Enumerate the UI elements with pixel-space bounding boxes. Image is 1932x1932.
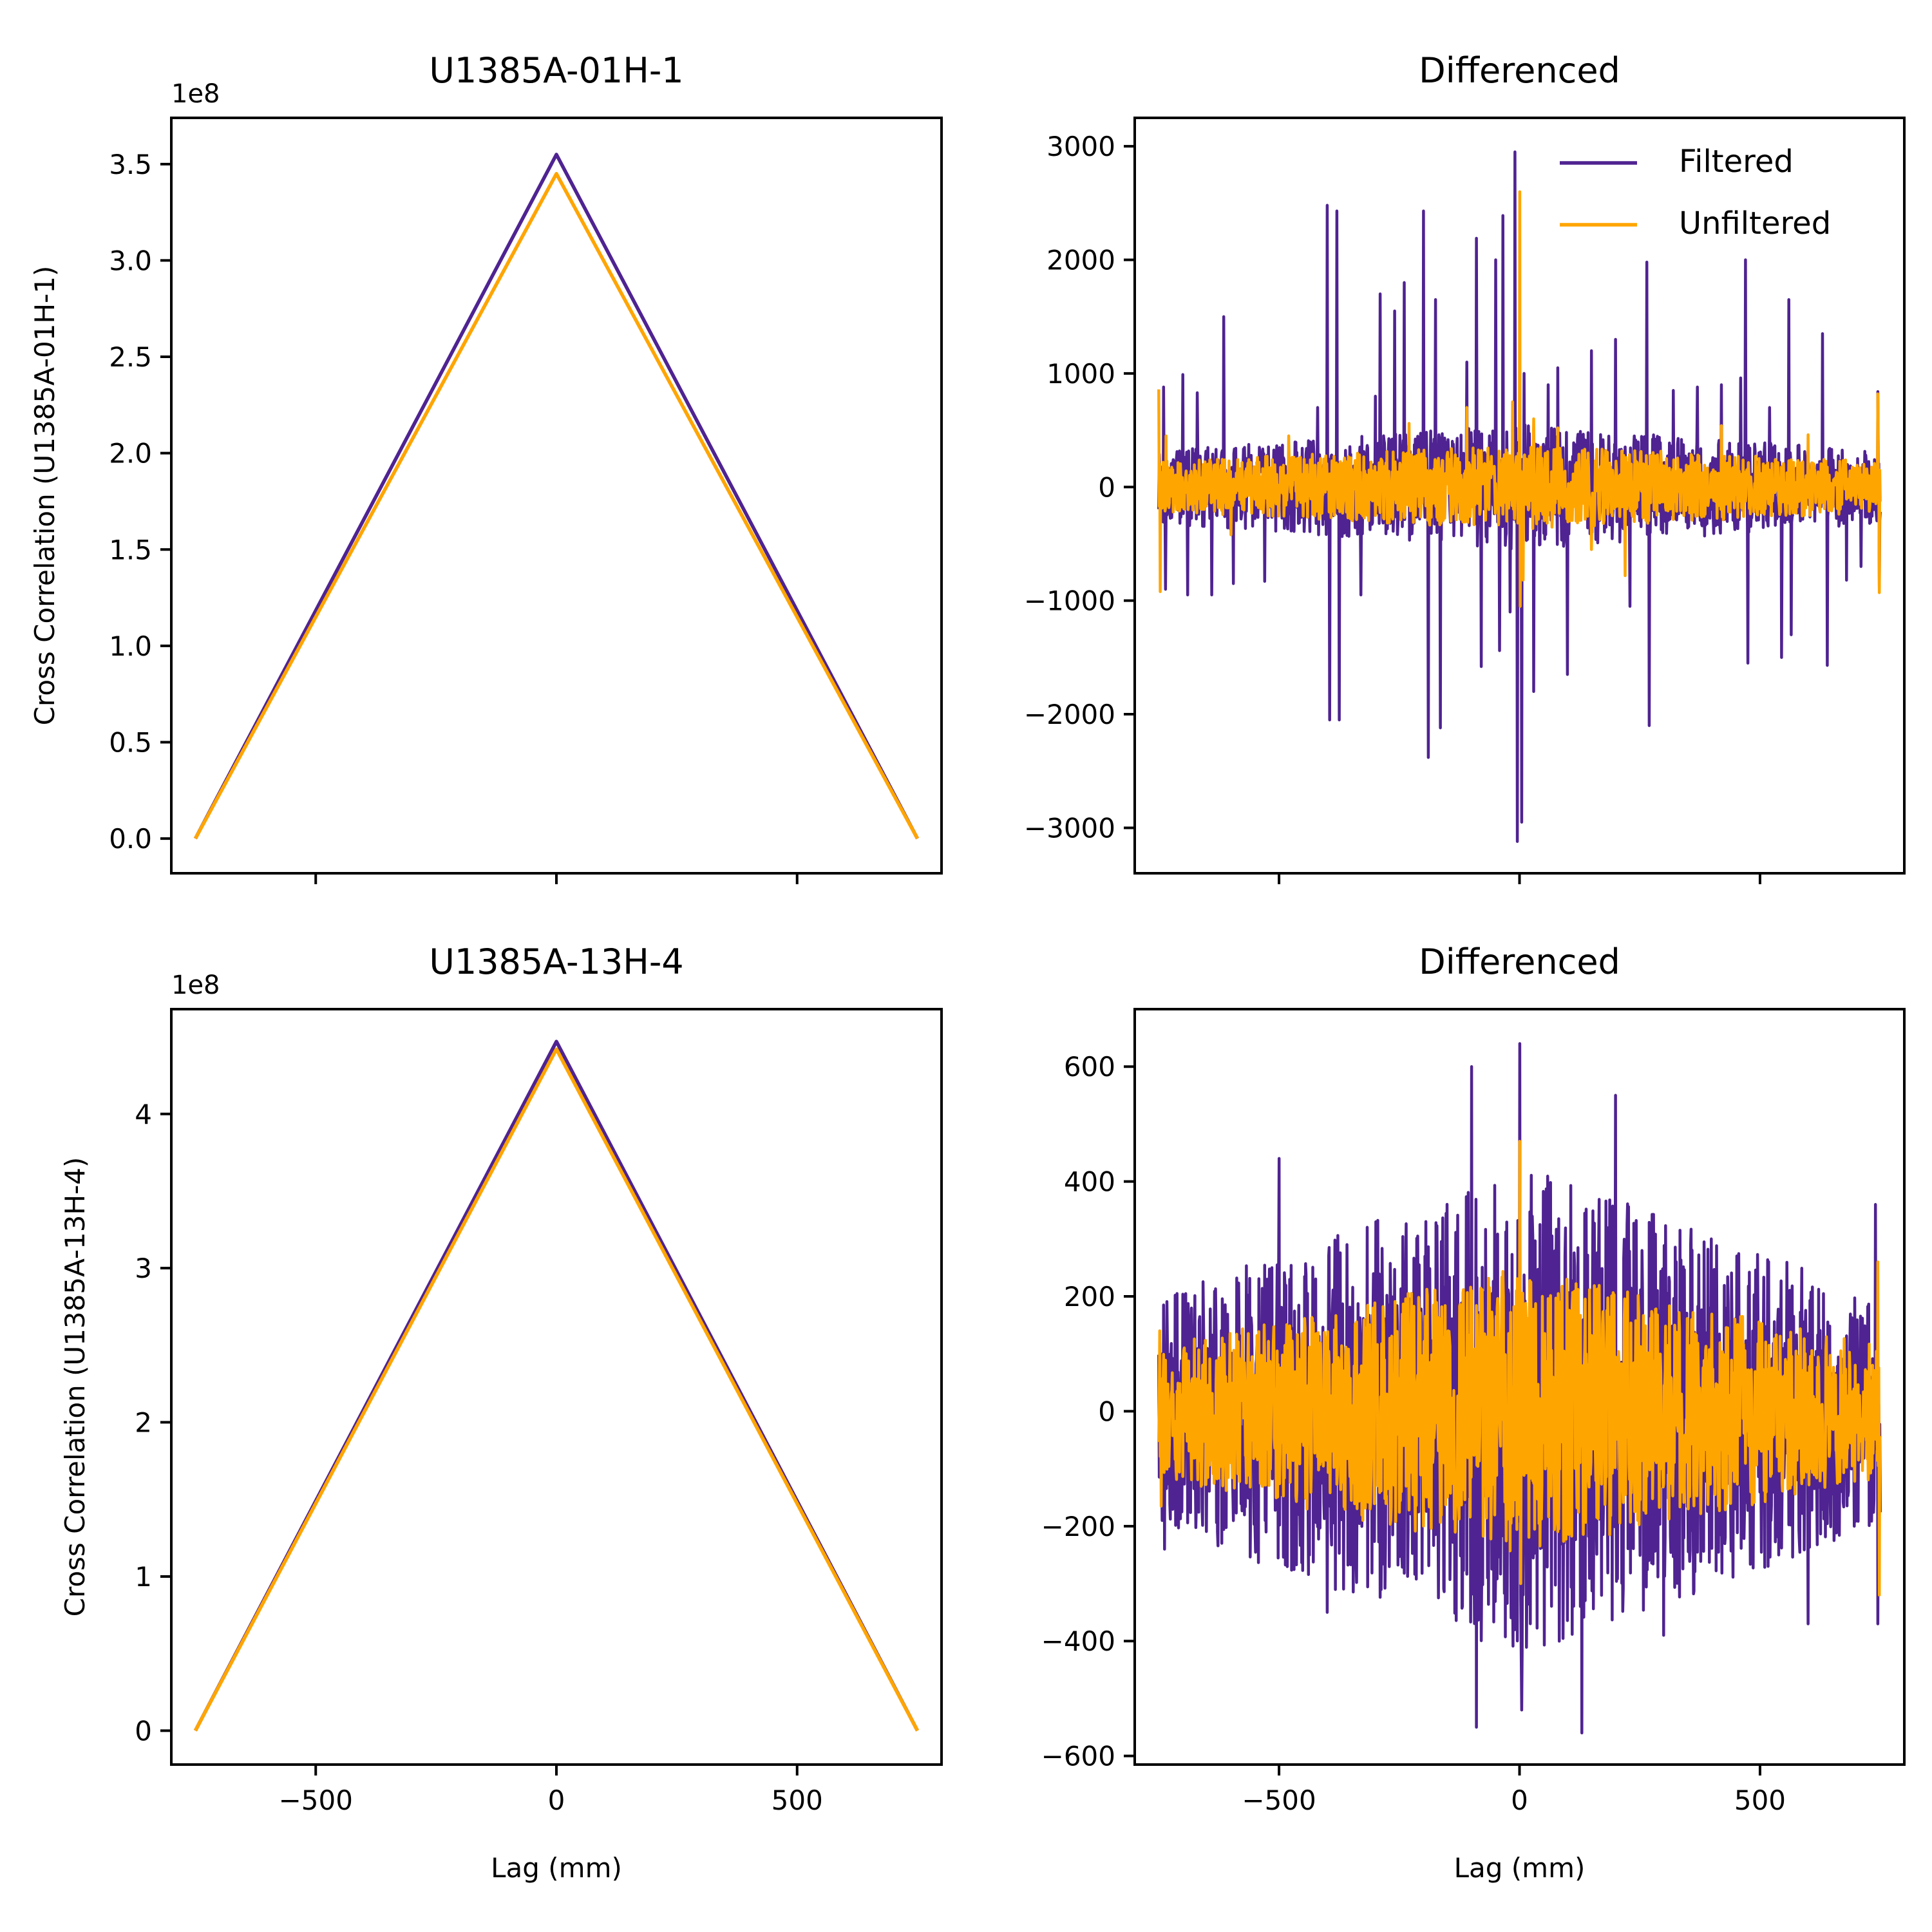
x-axis-title: Lag (mm) — [491, 1852, 622, 1884]
panel-d2: −600 −400 −200 0 200 400 600 −500 0 500 Difference… — [1041, 942, 1906, 1884]
series-line-unfiltered — [193, 172, 920, 840]
x-tick-label: 500 — [772, 1785, 823, 1816]
x-tick-label: 0 — [1511, 1785, 1528, 1816]
y-tick-label: 600 — [1064, 1051, 1115, 1083]
y-tick-label: 0.5 — [109, 727, 152, 759]
y-tick-label: −1000 — [1024, 585, 1115, 617]
legend: Filtered Unfiltered — [1560, 144, 1831, 242]
axes-frame — [170, 1008, 943, 1766]
panel-title: Differenced — [1419, 942, 1620, 982]
x-tick-label: 500 — [1734, 1785, 1786, 1816]
axes-frame — [170, 117, 943, 875]
y-tick-label: 2 — [135, 1407, 152, 1439]
y-tick-label: −3000 — [1024, 812, 1115, 844]
series-line-unfiltered — [193, 1047, 920, 1732]
panel-title: Differenced — [1419, 50, 1620, 91]
y-tick-label: 1.5 — [109, 534, 152, 565]
legend-label: Unfiltered — [1679, 205, 1831, 242]
y-tick-label: 3000 — [1046, 131, 1115, 162]
series-line-filtered — [193, 1039, 920, 1732]
x-tick-label: 0 — [548, 1785, 565, 1816]
y-tick-label: 1.0 — [109, 630, 152, 662]
legend-item-filtered: Filtered — [1560, 144, 1794, 180]
legend-item-unfiltered: Unfiltered — [1560, 205, 1831, 242]
y-tick-label: 0 — [1098, 471, 1115, 503]
panel-cc2: 0 1 2 3 4 −500 0 500 U1385A-13H-4 1e8 Cross Correl… — [59, 942, 943, 1884]
series-group — [1157, 150, 1882, 843]
series-line-unfiltered — [1157, 1139, 1882, 1597]
y-tick-label: 4 — [135, 1099, 152, 1130]
y-offset-label: 1e8 — [171, 79, 220, 109]
y-tick-label: −400 — [1041, 1625, 1115, 1657]
y-tick-label: 0 — [135, 1715, 152, 1747]
x-tick-label: −500 — [279, 1785, 353, 1816]
y-axis-title: Cross Correlation (U1385A-01H-1) — [29, 266, 61, 726]
series-line-unfiltered — [1157, 190, 1882, 608]
panel-title: U1385A-13H-4 — [429, 942, 683, 982]
y-tick-label: −600 — [1041, 1741, 1115, 1772]
x-tick-label: −500 — [1242, 1785, 1316, 1816]
y-tick-label: −2000 — [1024, 699, 1115, 730]
series-group — [193, 153, 920, 840]
y-tick-label: 400 — [1064, 1166, 1115, 1198]
y-tick-label: 3.0 — [109, 245, 152, 276]
panel-title: U1385A-01H-1 — [429, 50, 683, 91]
y-tick-label: 1000 — [1046, 358, 1115, 390]
legend-label: Filtered — [1679, 144, 1794, 180]
y-tick-label: 2.5 — [109, 341, 152, 373]
series-line-filtered — [193, 153, 920, 840]
y-tick-label: 3 — [135, 1253, 152, 1284]
panel-cc1: 0.0 0.5 1.0 1.5 2.0 2.5 3.0 3.5 U1385A-01H-1 1e8 C… — [29, 50, 943, 884]
y-axis-title: Cross Correlation (U1385A-13H-4) — [59, 1157, 91, 1617]
series-group — [1157, 1042, 1882, 1735]
series-group — [193, 1039, 920, 1732]
y-tick-label: 0 — [1098, 1396, 1115, 1427]
y-tick-label: 0.0 — [109, 823, 152, 855]
x-axis-title: Lag (mm) — [1454, 1852, 1586, 1884]
y-offset-label: 1e8 — [171, 971, 220, 1000]
y-tick-label: 1 — [135, 1561, 152, 1593]
y-tick-label: 2.0 — [109, 438, 152, 469]
y-tick-label: 2000 — [1046, 244, 1115, 276]
y-tick-label: −200 — [1041, 1511, 1115, 1542]
panel-d1: −3000 −2000 −1000 0 1000 2000 3000 Differenced F… — [1024, 50, 1906, 884]
y-tick-label: 200 — [1064, 1281, 1115, 1312]
y-tick-label: 3.5 — [109, 149, 152, 180]
